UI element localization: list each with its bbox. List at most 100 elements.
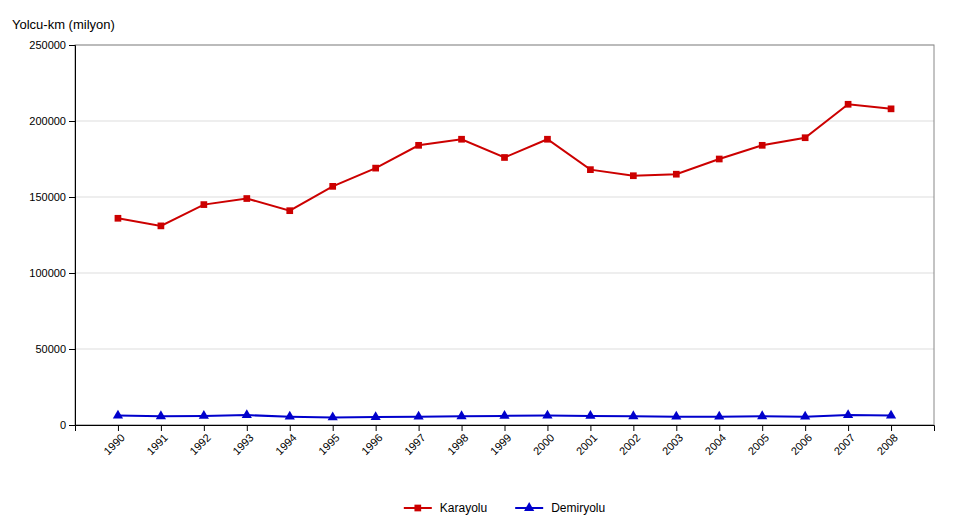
x-tick-label: 2007: [831, 431, 857, 457]
x-tick-label: 2008: [874, 431, 900, 457]
legend-item: Demiryolu: [515, 501, 605, 515]
x-axis-line: [76, 426, 935, 432]
x-tick-mark: [848, 425, 849, 431]
y-tick-mark: [69, 197, 75, 198]
y-tick-label: 250000: [29, 39, 66, 51]
legend-item: Karayolu: [404, 501, 487, 515]
point: [328, 412, 338, 421]
y-tick-label: 200000: [29, 115, 66, 127]
x-tick: 1997: [402, 425, 428, 457]
x-tick-mark: [505, 425, 506, 431]
y-tick: 100000: [29, 267, 75, 279]
x-tick-label: 1994: [273, 431, 299, 457]
grid-line: [75, 197, 934, 198]
point: [716, 156, 723, 163]
x-tick-label: 2002: [617, 431, 643, 457]
x-tick-label: 2000: [531, 431, 557, 457]
x-tick: 1993: [230, 425, 256, 457]
point: [544, 136, 551, 143]
point: [587, 166, 594, 173]
x-tick: 2004: [703, 425, 729, 457]
point: [200, 201, 207, 208]
x-tick: 2006: [788, 425, 814, 457]
x-tick-label: 2006: [788, 431, 814, 457]
point: [115, 215, 122, 222]
point: [714, 411, 724, 420]
y-tick-label: 0: [60, 419, 66, 431]
x-tick-label: 2004: [703, 431, 729, 457]
y-tick-label: 150000: [29, 191, 66, 203]
x-tick: 1991: [144, 425, 170, 457]
point: [886, 410, 896, 419]
point: [585, 410, 595, 419]
x-tick-mark: [547, 425, 548, 431]
y-tick: 200000: [29, 115, 75, 127]
point: [113, 410, 123, 419]
x-tick-mark: [633, 425, 634, 431]
x-tick: 1995: [316, 425, 342, 457]
point: [888, 105, 895, 112]
plot-frame: [75, 45, 934, 425]
chart: 1990199119921993199419951996199719981999…: [0, 0, 959, 530]
point: [673, 171, 680, 178]
x-tick-mark: [891, 425, 892, 431]
x-tick: 1998: [445, 425, 471, 457]
legend-label: Demiryolu: [551, 501, 605, 515]
x-tick-mark: [290, 425, 291, 431]
y-tick: 50000: [35, 343, 75, 355]
point: [628, 410, 638, 419]
x-tick-label: 1998: [445, 431, 471, 457]
grid-line: [75, 349, 934, 350]
x-tick-label: 1990: [101, 431, 127, 457]
y-tick-label: 100000: [29, 267, 66, 279]
y-tick-label: 50000: [35, 343, 66, 355]
y-axis: 0 50000 100000 150000 200000 250000: [29, 39, 75, 431]
x-tick-mark: [161, 425, 162, 431]
point: [242, 409, 252, 418]
point: [456, 410, 466, 419]
point: [501, 154, 508, 161]
x-tick: 1999: [488, 425, 514, 457]
point: [630, 172, 637, 179]
y-tick-mark: [69, 273, 75, 274]
point: [156, 410, 166, 419]
point: [199, 410, 209, 419]
y-tick: 150000: [29, 191, 75, 203]
x-tick-mark: [762, 425, 763, 431]
y-tick-mark: [69, 349, 75, 350]
x-tick: 2005: [745, 425, 771, 457]
x-tick-label: 1992: [187, 431, 213, 457]
x-tick-mark: [719, 425, 720, 431]
x-tick-mark: [462, 425, 463, 431]
x-tick-mark: [419, 425, 420, 431]
x-tick: 2003: [660, 425, 686, 457]
y-tick: 250000: [29, 39, 75, 51]
x-tick: 2007: [831, 425, 857, 457]
x-tick-label: 1997: [402, 431, 428, 457]
point: [542, 410, 552, 419]
x-tick: 1992: [187, 425, 213, 457]
point: [802, 134, 809, 141]
y-tick: 0: [60, 419, 75, 431]
x-tick-label: 2003: [660, 431, 686, 457]
grid-line: [75, 273, 934, 274]
x-tick-mark: [590, 425, 591, 431]
x-tick: 1990: [101, 425, 127, 457]
plot: 1990199119921993199419951996199719981999…: [29, 39, 934, 457]
x-tick-mark: [805, 425, 806, 431]
x-tick-mark: [204, 425, 205, 431]
point: [843, 409, 853, 418]
point: [285, 411, 295, 420]
point: [759, 142, 766, 149]
x-tick: 2002: [617, 425, 643, 457]
point: [458, 136, 465, 143]
point: [243, 195, 250, 202]
point: [671, 411, 681, 420]
y-tick-mark: [69, 45, 75, 46]
point: [499, 410, 509, 419]
x-tick-mark: [118, 425, 119, 431]
x-tick-label: 1991: [144, 431, 170, 457]
y-axis-title: Yolcu-km (milyon): [12, 17, 115, 32]
x-tick: 2000: [531, 425, 557, 457]
point: [757, 410, 767, 419]
